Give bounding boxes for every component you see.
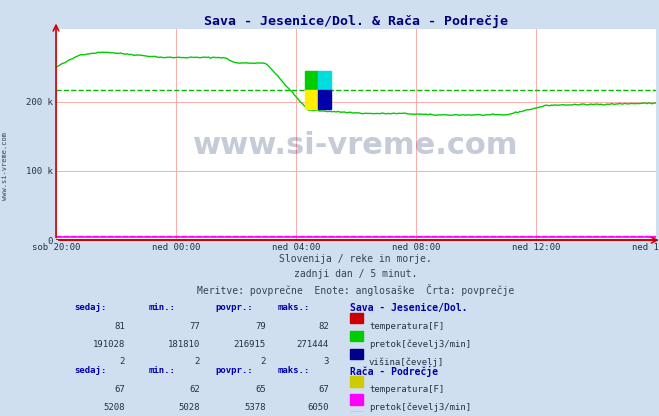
Text: 67: 67 [114,385,125,394]
Text: 216915: 216915 [234,339,266,349]
Title: Sava - Jesenice/Dol. & Rača - Podrečje: Sava - Jesenice/Dol. & Rača - Podrečje [204,15,508,28]
Bar [305,90,318,109]
Text: Meritve: povprečne  Enote: anglosaške  Črta: povprečje: Meritve: povprečne Enote: anglosaške Črt… [197,284,515,296]
Bar [350,331,363,341]
Text: zadnji dan / 5 minut.: zadnji dan / 5 minut. [294,269,418,279]
Text: 5208: 5208 [103,403,125,412]
Text: 5378: 5378 [244,403,266,412]
Text: temperatura[F]: temperatura[F] [369,322,444,331]
Bar [318,90,331,109]
Text: 79: 79 [255,322,266,331]
Text: povpr.:: povpr.: [215,366,252,375]
Bar [350,349,363,359]
Bar [350,412,363,416]
Text: www.si-vreme.com: www.si-vreme.com [193,131,519,160]
Text: 62: 62 [189,385,200,394]
Text: 2: 2 [260,357,266,366]
Text: sedaj:: sedaj: [74,366,106,375]
Text: maks.:: maks.: [278,303,310,312]
Text: min.:: min.: [149,366,176,375]
Bar [350,376,363,387]
Text: pretok[čevelj3/min]: pretok[čevelj3/min] [369,339,471,349]
Text: 82: 82 [318,322,329,331]
Bar [318,71,331,90]
Text: 81: 81 [114,322,125,331]
Text: 65: 65 [255,385,266,394]
Text: maks.:: maks.: [278,366,310,375]
Text: min.:: min.: [149,303,176,312]
Text: 67: 67 [318,385,329,394]
Text: Rača - Podrečje: Rača - Podrečje [350,366,438,377]
Text: povpr.:: povpr.: [215,303,252,312]
Bar [305,71,318,90]
Text: 77: 77 [189,322,200,331]
Text: sedaj:: sedaj: [74,303,106,312]
Text: Slovenija / reke in morje.: Slovenija / reke in morje. [279,254,432,265]
Text: temperatura[F]: temperatura[F] [369,385,444,394]
Text: pretok[čevelj3/min]: pretok[čevelj3/min] [369,403,471,412]
Text: www.si-vreme.com: www.si-vreme.com [2,132,9,201]
Text: 2: 2 [119,357,125,366]
Bar [350,313,363,323]
Text: 191028: 191028 [93,339,125,349]
Text: 5028: 5028 [179,403,200,412]
Text: 2: 2 [194,357,200,366]
Text: 6050: 6050 [307,403,329,412]
Text: 3: 3 [324,357,329,366]
Text: 271444: 271444 [297,339,329,349]
Text: Sava - Jesenice/Dol.: Sava - Jesenice/Dol. [350,303,467,313]
Bar [350,394,363,404]
Text: višina[čevelj]: višina[čevelj] [369,357,444,367]
Text: 181810: 181810 [167,339,200,349]
